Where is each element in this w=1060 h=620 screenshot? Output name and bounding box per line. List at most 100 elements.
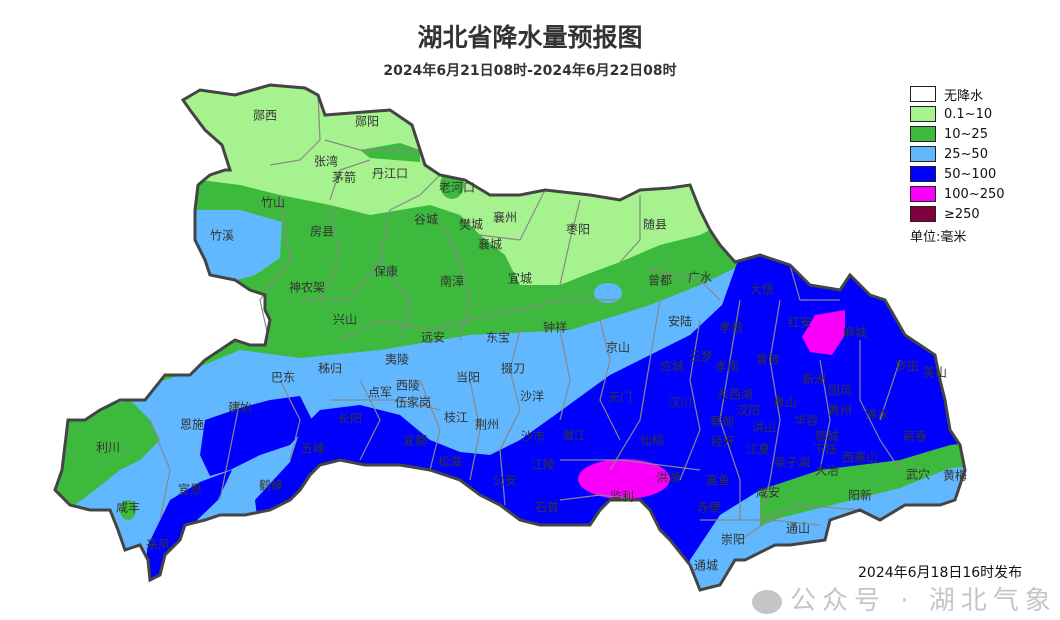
county-border [499,329,521,506]
county-label: 茅箭 [332,170,356,185]
county-label: 京山 [606,341,630,355]
county-label: 钟祥 [543,320,567,335]
county-border [479,189,546,241]
county-label: 华容 [794,413,818,428]
legend: 无降水 0.1~10 10~25 25~50 50~100 100~250 ≥2… [910,84,1005,245]
county-border [859,340,901,471]
county-label: 宜都 [403,433,427,448]
county-border [324,139,420,151]
county-label: 鄂城 [815,430,839,444]
legend-swatch [910,206,936,222]
county-border [649,269,721,301]
legend-item: 50~100 [910,164,1005,184]
legend-swatch [910,106,936,122]
county-label: 房县 [310,224,334,239]
county-label: 西塞山 [842,450,878,465]
county-label: 五峰 [301,442,325,456]
county-label: 公安 [493,473,517,488]
county-label: 枝江 [444,410,468,425]
county-label: 老河口 [439,181,475,195]
county-label: 沙市 [521,429,545,444]
county-label: 南漳 [440,274,464,289]
legend-item: ≥250 [910,204,1005,224]
county-border [469,379,481,481]
county-label: 郧西 [253,109,277,123]
county-label: 仙桃 [640,433,664,448]
county-label: 点军 [368,386,392,400]
county-label: 竹山 [261,196,285,210]
county-label: 谷城 [414,213,438,227]
county-label: 荆州 [475,418,499,432]
watermark: 公众号 · 湖北气象 [752,586,1057,616]
zone-100-250-hongan [802,310,845,355]
county-label: 蕲春 [903,430,927,444]
county-border [789,264,840,301]
county-label: 宜城 [508,271,532,286]
county-label: 襄州 [493,210,517,225]
county-border [329,159,371,201]
county-label: 孝南 [715,359,739,374]
county-label: 洪山 [752,421,776,435]
county-label: 天门 [608,390,632,405]
county-border [700,504,861,521]
map-title: 湖北省降水量预报图 [417,23,643,52]
county-border [559,494,641,501]
legend-swatch [910,186,936,202]
county-label: 东西湖 [717,387,753,402]
wechat-icon [752,589,782,614]
county-label: 咸安 [756,485,780,500]
county-label: 汉阳 [736,404,760,418]
legend-item: 10~25 [910,124,1005,144]
county-label: 潜江 [562,429,586,443]
county-border [819,359,831,471]
map-subtitle: 2024年6月21日08时-2024年6月22日08时 [383,63,677,79]
province-border [53,83,967,592]
county-border [559,199,581,286]
legend-swatch [910,166,936,182]
county-label: 伍家岗 [395,395,431,410]
county-borders [149,94,901,541]
county-label: 洪湖 [656,470,680,485]
county-label: 麻城 [843,325,867,340]
county-label: 应城 [660,359,684,374]
county-border [359,379,381,461]
county-label: 樊城 [459,218,483,232]
legend-swatch [910,146,936,162]
county-label: 恩施 [180,418,204,432]
county-label: 团风 [828,384,852,398]
legend-item: 无降水 [910,84,1005,104]
county-label: 赤壁 [697,500,721,515]
county-label: 崇阳 [721,533,745,547]
county-label: 丹江口 [372,167,408,181]
county-label: 通城 [694,559,718,573]
county-label: 长阳 [338,412,362,426]
county-label: 张湾 [314,154,338,169]
county-border [560,459,701,471]
county-label: 青山 [773,396,797,410]
county-label: 江夏 [746,443,770,457]
zone-50-100-enshi [200,396,312,476]
county-label: 大冶 [815,464,839,478]
county-label: 梁子湖 [774,455,810,470]
county-label: 监利 [610,490,634,504]
zone-10-25-xianfeng [120,500,136,520]
county-label: 松滋 [438,455,462,469]
county-label: 英山 [923,366,947,380]
legend-swatch [910,86,936,102]
county-border [269,94,321,166]
county-border [330,399,441,411]
county-label: 建始 [228,401,252,415]
county-label: 秭归 [318,362,342,376]
county-label: 通山 [786,522,810,536]
county-label: 襄城 [478,237,502,252]
county-label: 曾都 [648,274,672,288]
county-label: 宣恩 [178,482,202,497]
county-border [259,194,291,346]
county-label: 保康 [374,264,398,279]
county-label: 黄州 [828,404,852,418]
county-border [319,204,341,301]
county-label: 大悟 [750,282,774,297]
